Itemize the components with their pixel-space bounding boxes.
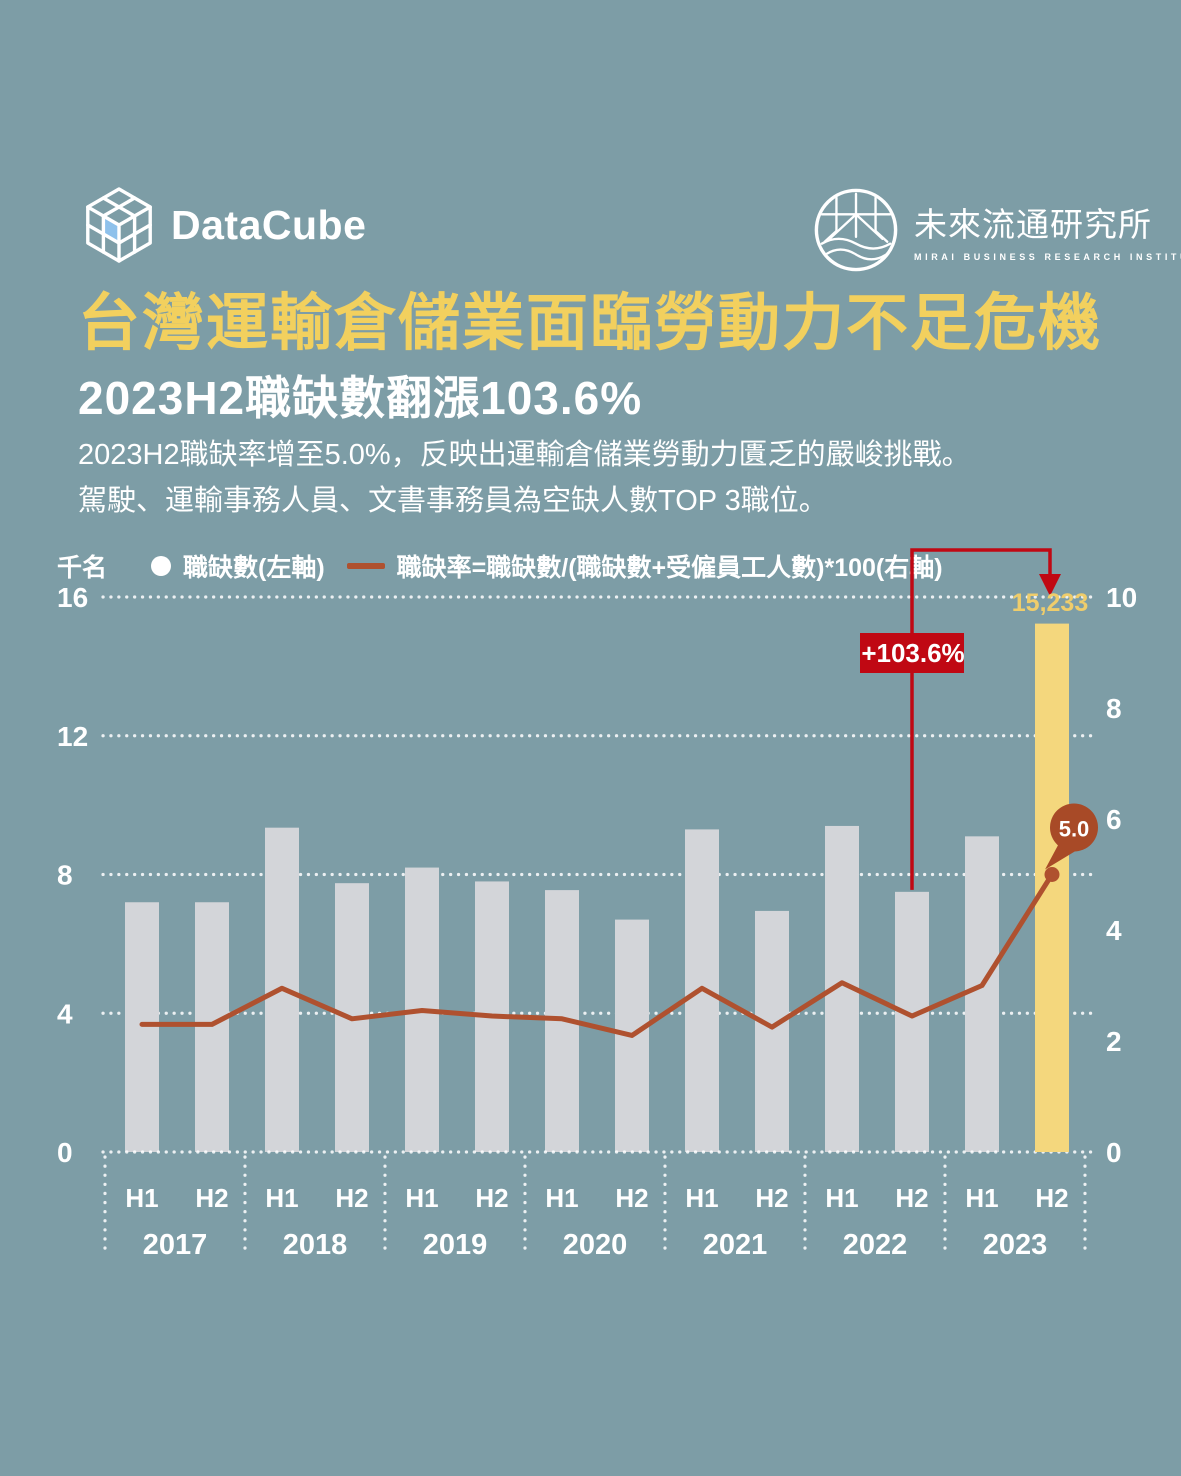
x-label-2020-H1: H1 (545, 1183, 578, 1213)
left-axis-tick-8: 8 (57, 860, 73, 891)
x-label-2021-H1: H1 (685, 1183, 718, 1213)
x-year-label-2020: 2020 (563, 1229, 628, 1261)
right-axis-tick-8: 8 (1106, 693, 1122, 724)
bar-2023-H1 (965, 836, 999, 1152)
right-axis-tick-2: 2 (1106, 1026, 1122, 1057)
x-year-label-2021: 2021 (703, 1229, 768, 1261)
rate-bubble-label: 5.0 (1059, 817, 1090, 842)
x-label-2018-H2: H2 (335, 1183, 368, 1213)
left-axis-tick-4: 4 (57, 998, 73, 1029)
right-axis-tick-6: 6 (1106, 804, 1122, 835)
x-label-2021-H2: H2 (755, 1183, 788, 1213)
x-label-2019-H2: H2 (475, 1183, 508, 1213)
line-series-legend-label: 職缺率=職缺數/(職缺數+受僱員工人數)*100(右軸) (396, 554, 943, 582)
x-year-label-2018: 2018 (283, 1229, 348, 1261)
line-series-legend-icon (346, 563, 385, 569)
description-text: 2023H2職缺率增至5.0%，反映出運輸倉儲業勞動力匱乏的嚴峻挑戰。 駕駛、運… (78, 432, 1128, 524)
growth-arrowhead (1039, 574, 1061, 596)
bar-series-legend-icon (151, 556, 172, 576)
x-label-2023-H1: H1 (965, 1183, 998, 1213)
datacube-cube-icon (86, 187, 152, 263)
page-subtitle: 2023H2職缺數翻漲103.6% (78, 372, 643, 424)
x-label-2023-H2: H2 (1035, 1183, 1068, 1213)
rate-end-dot (1044, 867, 1060, 882)
left-axis-tick-0: 0 (57, 1137, 73, 1168)
right-axis-tick-10: 10 (1106, 582, 1137, 613)
datacube-brand: DataCube (85, 185, 366, 265)
bar-2017-H2 (195, 902, 229, 1152)
x-label-2020-H2: H2 (615, 1183, 648, 1213)
right-axis-tick-4: 4 (1106, 915, 1122, 946)
left-axis-tick-12: 12 (57, 721, 88, 752)
growth-label: +103.6% (861, 638, 964, 668)
page-title: 台灣運輸倉儲業面臨勞動力不足危機 (78, 289, 1103, 358)
peak-value-label: 15,233 (1012, 589, 1088, 617)
bar-series-legend-label: 職缺數(左軸) (183, 554, 325, 582)
mirai-brand: 未來流通研究所 MIRAI BUSINESS RESEARCH INSTITUT… (812, 186, 1181, 274)
x-year-label-2023: 2023 (983, 1229, 1048, 1261)
x-label-2022-H1: H1 (825, 1183, 858, 1213)
x-label-2022-H2: H2 (895, 1183, 928, 1213)
bar-2017-H1 (125, 902, 159, 1152)
left-axis-unit-label: 千名 (57, 554, 108, 582)
vacancy-rate-line (139, 872, 1055, 1038)
mirai-logo-pattern (820, 192, 892, 261)
description-line-2: 駕駛、運輸事務人員、文書事務員為空缺人數TOP 3職位。 (78, 485, 828, 517)
mirai-logo-icon (814, 188, 898, 272)
rate-bubble (1050, 803, 1098, 852)
x-year-label-2019: 2019 (423, 1229, 488, 1261)
mirai-name: 未來流通研究所 (914, 206, 1152, 243)
x-label-2017-H1: H1 (125, 1183, 158, 1213)
x-label-2019-H1: H1 (405, 1183, 438, 1213)
right-axis-tick-0: 0 (1106, 1137, 1122, 1168)
cube-wireframe (86, 187, 152, 263)
description-line-1: 2023H2職缺率增至5.0%，反映出運輸倉儲業勞動力匱乏的嚴峻挑戰。 (78, 439, 971, 471)
bar-highlight-2023-H2 (1035, 623, 1069, 1152)
left-axis-tick-16: 16 (57, 582, 88, 613)
growth-label-box (860, 633, 964, 673)
bar-2022-H2 (895, 891, 929, 1152)
growth-bracket-arrow (910, 548, 1052, 890)
x-year-label-2022: 2022 (843, 1229, 908, 1261)
x-label-2017-H2: H2 (195, 1183, 228, 1213)
chart-legend: 千名 職缺數(左軸) 職缺率=職缺數/(職缺數+受僱員工人數)*100(右軸) (57, 548, 943, 584)
x-label-2018-H1: H1 (265, 1183, 298, 1213)
mirai-subname: MIRAI BUSINESS RESEARCH INSTITUTE (914, 252, 1181, 262)
datacube-wordmark: DataCube (171, 201, 367, 248)
x-year-label-2017: 2017 (143, 1229, 208, 1261)
bar-2021-H2 (755, 910, 789, 1152)
